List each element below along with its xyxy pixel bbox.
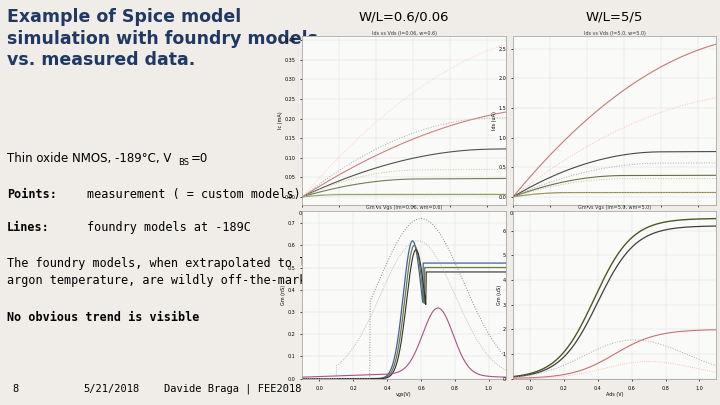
X-axis label: Ads (V): Ads (V) bbox=[606, 392, 624, 397]
Text: foundry models at -189C: foundry models at -189C bbox=[87, 221, 251, 234]
X-axis label: vds(V): vds(V) bbox=[396, 218, 412, 223]
Text: measurement ( = custom models): measurement ( = custom models) bbox=[87, 188, 300, 201]
Title: Gm vs Vgs (lm=5.0, wm=5.0): Gm vs Vgs (lm=5.0, wm=5.0) bbox=[578, 205, 652, 210]
Y-axis label: Ic (mA): Ic (mA) bbox=[278, 112, 283, 129]
X-axis label: vgs(V): vgs(V) bbox=[396, 392, 412, 397]
Title: Ids vs Vds (l=5.0, w=5.0): Ids vs Vds (l=5.0, w=5.0) bbox=[584, 31, 646, 36]
Text: Thin oxide NMOS, -189°C, V: Thin oxide NMOS, -189°C, V bbox=[7, 152, 171, 165]
Title: Ids vs Vds (l=0.06, w=0.6): Ids vs Vds (l=0.06, w=0.6) bbox=[372, 31, 436, 36]
Text: 8: 8 bbox=[12, 384, 18, 394]
Y-axis label: Gm (nS): Gm (nS) bbox=[282, 285, 287, 305]
Y-axis label: Gm (uS): Gm (uS) bbox=[497, 285, 502, 305]
Text: BS: BS bbox=[178, 158, 189, 167]
Text: No obvious trend is visible: No obvious trend is visible bbox=[7, 311, 199, 324]
Text: Example of Spice model
simulation with foundry models
vs. measured data.: Example of Spice model simulation with f… bbox=[7, 8, 318, 69]
Text: Points:: Points: bbox=[7, 188, 57, 201]
Text: Lines:: Lines: bbox=[7, 221, 50, 234]
Title: Gm vs Vgs (lm=0.06, wm=0.6): Gm vs Vgs (lm=0.06, wm=0.6) bbox=[366, 205, 442, 210]
Text: W/L=5/5: W/L=5/5 bbox=[586, 11, 644, 24]
Text: The foundry models, when extrapolated to liquid
argon temperature, are wildly of: The foundry models, when extrapolated to… bbox=[7, 257, 342, 287]
X-axis label: Ads (V): Ads (V) bbox=[606, 218, 624, 223]
Y-axis label: Ids (uA): Ids (uA) bbox=[492, 111, 497, 130]
Text: Davide Braga | FEE2018: Davide Braga | FEE2018 bbox=[164, 384, 302, 394]
Text: W/L=0.6/0.06: W/L=0.6/0.06 bbox=[359, 11, 449, 24]
Text: 5/21/2018: 5/21/2018 bbox=[84, 384, 140, 394]
Text: =0: =0 bbox=[191, 152, 208, 165]
